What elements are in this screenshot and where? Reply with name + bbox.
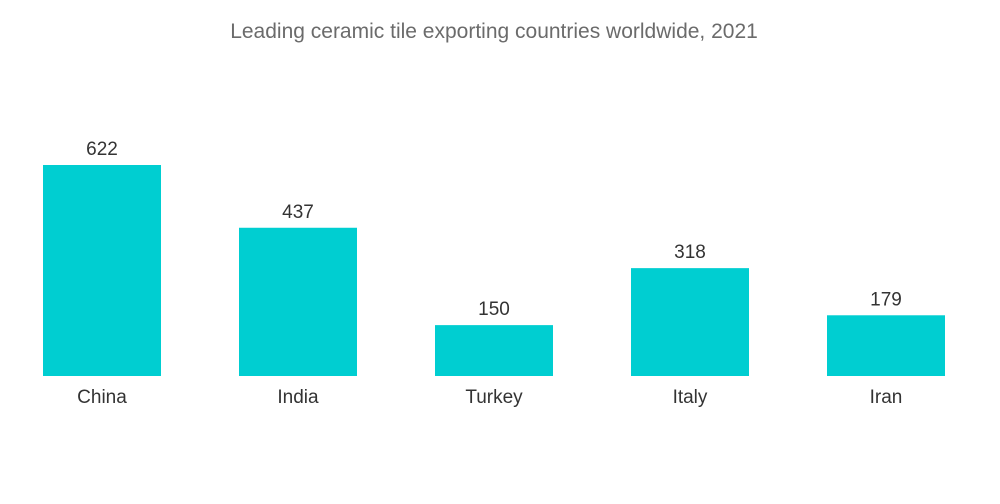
bar-italy [631,268,749,376]
bar-china [43,165,161,376]
value-label-turkey: 150 [478,299,510,320]
bars-layer [43,165,945,376]
category-label-india: India [277,387,319,408]
labels-layer: 622 China 437 India 150 Turkey 318 Italy 179 Iran [77,139,902,408]
value-label-china: 622 [86,139,118,160]
chart-title: Leading ceramic tile exporting countries… [230,20,758,43]
value-label-italy: 318 [674,242,706,263]
category-label-italy: Italy [673,387,708,408]
category-label-turkey: Turkey [465,387,523,408]
value-label-india: 437 [282,202,314,223]
bar-iran [827,315,945,376]
category-label-china: China [77,387,127,408]
bar-india [239,227,357,376]
value-label-iran: 179 [870,289,902,310]
bar-turkey [435,325,553,376]
category-label-iran: Iran [870,387,903,408]
